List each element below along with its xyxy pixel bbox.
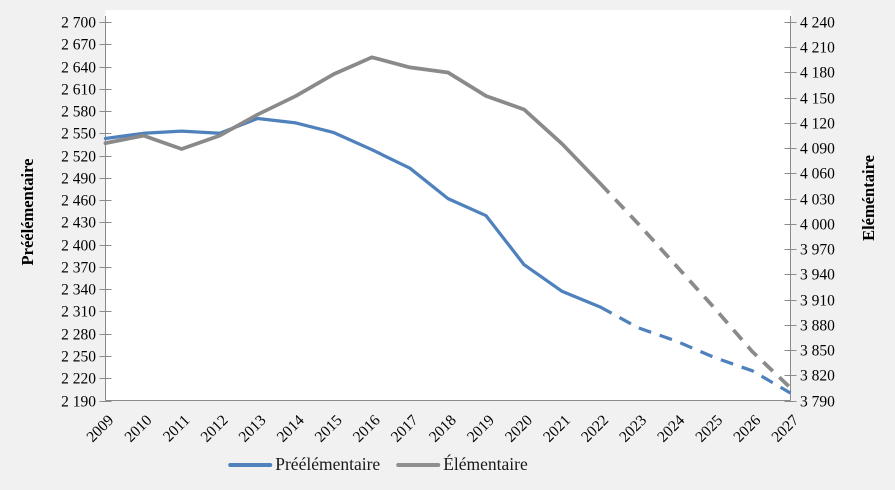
x-axis-tick-label: 2026 <box>730 412 764 446</box>
series-preelementaire-line-solid <box>103 116 602 309</box>
legend-line-swatch-preelementaire <box>228 462 273 467</box>
legend-item-preelementaire: Préélémentaire <box>228 454 380 475</box>
left-axis-tick-label: 2 580 <box>61 104 96 121</box>
right-axis-tick-label: 4 240 <box>800 15 835 32</box>
x-axis-tick-label: 2010 <box>121 412 155 446</box>
left-axis-tick-label: 2 190 <box>61 394 96 411</box>
x-axis-tick-label: 2021 <box>540 412 574 446</box>
left-axis-tick-label: 2 670 <box>61 37 96 54</box>
left-axis-tick-label: 2 490 <box>61 171 96 188</box>
left-axis-tick-label: 2 220 <box>61 371 96 388</box>
x-axis-tick-label: 2024 <box>654 412 688 446</box>
right-axis-title: Eléméntaire <box>859 155 878 241</box>
right-axis-tick-label: 3 940 <box>800 267 835 284</box>
x-axis-tick-label: 2011 <box>160 412 194 446</box>
x-axis-tick-label: 2019 <box>464 412 498 446</box>
left-axis-tick-label: 2 430 <box>61 215 96 232</box>
left-axis-tick-label: 2 400 <box>61 238 96 255</box>
x-axis-tick-label: 2015 <box>312 412 346 446</box>
left-axis-tick-label: 2 460 <box>61 193 96 210</box>
x-axis-tick-label: 2012 <box>198 412 232 446</box>
legend: Préélémentaire Élémentaire <box>228 454 528 475</box>
x-axis-tick-label: 2027 <box>768 412 802 446</box>
left-axis-tick-label: 2 250 <box>61 349 96 366</box>
right-axis-tick-label: 3 790 <box>800 394 835 411</box>
x-axis-tick-label: 2020 <box>502 412 536 446</box>
right-axis-tick-label: 4 060 <box>800 166 835 183</box>
left-axis-tick-label: 2 310 <box>61 304 96 321</box>
x-axis-tick-label: 2022 <box>578 412 612 446</box>
x-axis-tick-label: 2014 <box>274 412 308 446</box>
left-axis-tick-label: 2 370 <box>61 260 96 277</box>
series-elementaire-line-solid <box>103 55 603 186</box>
legend-line-swatch-elementaire <box>396 462 441 467</box>
left-axis-title: Préélémentaire <box>18 158 37 266</box>
left-axis-tick-label: 2 610 <box>61 82 96 99</box>
right-axis-tick-label: 4 090 <box>800 141 835 158</box>
x-axis-tick-label: 2009 <box>83 412 117 446</box>
right-axis-tick-label: 4 120 <box>800 116 835 133</box>
right-axis-tick-label: 4 030 <box>800 192 835 209</box>
plot-area <box>105 10 791 401</box>
left-axis-tick-label: 2 700 <box>61 15 96 32</box>
left-axis-tick-label: 2 640 <box>61 60 96 77</box>
series-elementaire-line-dashed <box>598 182 792 390</box>
right-axis-tick-label: 3 820 <box>800 368 835 385</box>
x-axis-tick-label: 2016 <box>350 412 384 446</box>
right-axis-tick-label: 4 000 <box>800 217 835 234</box>
right-axis-tick-label: 4 180 <box>800 65 835 82</box>
legend-label-elementaire: Élémentaire <box>443 454 528 474</box>
right-axis-tick-label: 4 150 <box>800 91 835 108</box>
left-axis-tick-label: 2 520 <box>61 149 96 166</box>
x-axis-tick-label: 2013 <box>236 412 270 446</box>
right-axis-tick-label: 3 910 <box>800 293 835 310</box>
x-axis-tick-label: 2017 <box>388 412 422 446</box>
left-axis-tick-label: 2 340 <box>61 282 96 299</box>
legend-item-elementaire: Élémentaire <box>396 454 528 475</box>
x-axis-tick-label: 2018 <box>426 412 460 446</box>
legend-label-preelementaire: Préélémentaire <box>275 454 381 474</box>
right-axis-tick-label: 3 970 <box>800 242 835 259</box>
left-axis-tick-label: 2 550 <box>61 126 96 143</box>
x-axis-tick-label: 2023 <box>616 412 650 446</box>
right-axis-tick-label: 4 210 <box>800 40 835 57</box>
left-axis-tick-label: 2 280 <box>61 327 96 344</box>
x-axis-tick-label: 2025 <box>692 412 726 446</box>
right-axis-tick-label: 3 850 <box>800 343 835 360</box>
right-axis-tick-label: 3 880 <box>800 318 835 335</box>
